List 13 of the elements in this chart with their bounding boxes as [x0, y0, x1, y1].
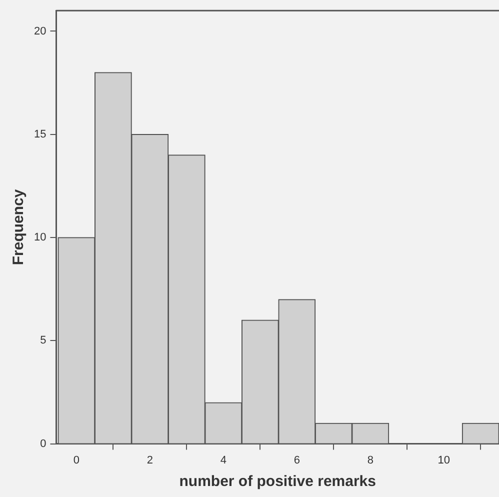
x-tick-label: 8 — [367, 454, 374, 466]
x-tick-label: 10 — [438, 454, 450, 466]
y-tick-label: 20 — [34, 25, 46, 38]
x-tick-label: 2 — [146, 454, 153, 466]
y-axis-title: Frequency — [10, 188, 28, 266]
x-tick-label: 0 — [73, 454, 80, 466]
x-tick-label: 4 — [220, 454, 226, 466]
y-tick-label: 0 — [40, 438, 46, 450]
y-tick-label: 5 — [40, 334, 46, 347]
y-tick-label: 10 — [34, 232, 46, 244]
x-axis-title: number of positive remarks — [179, 473, 376, 490]
x-tick-label: 6 — [294, 454, 300, 466]
y-tick-label: 15 — [34, 128, 46, 140]
